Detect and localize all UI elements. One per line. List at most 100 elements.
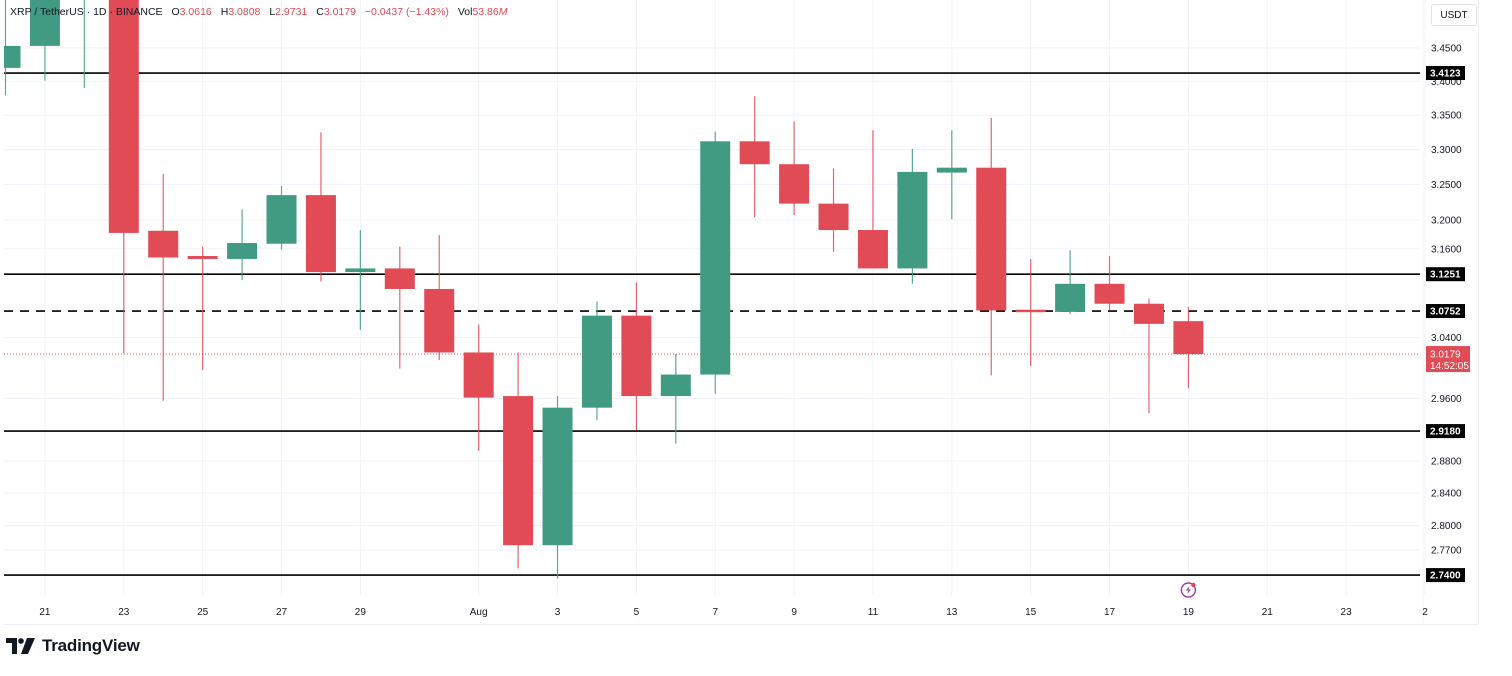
tradingview-logo[interactable]: TradingView bbox=[6, 636, 140, 656]
time-tick-label: 3 bbox=[555, 607, 561, 618]
time-tick-label: 29 bbox=[355, 607, 367, 618]
time-tick-label: 19 bbox=[1183, 607, 1195, 618]
level-price-label: 3.1251 bbox=[1430, 270, 1461, 281]
candle[interactable] bbox=[227, 209, 258, 281]
level-price-label: 3.4123 bbox=[1430, 69, 1461, 80]
candle[interactable] bbox=[542, 396, 573, 579]
time-tick-label: 17 bbox=[1104, 607, 1116, 618]
candle[interactable] bbox=[739, 96, 770, 218]
change-value: −0.0437 (−1.43%) bbox=[364, 6, 449, 18]
candle[interactable] bbox=[857, 130, 888, 269]
candle[interactable] bbox=[700, 131, 731, 394]
candle[interactable] bbox=[29, 0, 60, 81]
level-price-label: 2.9180 bbox=[1430, 427, 1461, 438]
candle[interactable] bbox=[976, 117, 1007, 376]
candle[interactable] bbox=[1055, 250, 1086, 315]
price-tick-label: 3.2000 bbox=[1431, 216, 1462, 227]
time-tick-label: 2 bbox=[1422, 607, 1428, 618]
volume-unit: M bbox=[498, 6, 508, 18]
candle[interactable] bbox=[266, 185, 297, 250]
current-price-badge bbox=[1426, 346, 1470, 373]
candle[interactable] bbox=[187, 246, 218, 370]
candle[interactable] bbox=[1094, 256, 1125, 311]
low-label: L bbox=[269, 6, 276, 18]
candle[interactable] bbox=[818, 168, 849, 252]
time-tick-label: 5 bbox=[634, 607, 640, 618]
time-tick-label: 23 bbox=[1341, 607, 1353, 618]
level-price-badge bbox=[1426, 568, 1465, 583]
price-tick-label: 2.9600 bbox=[1431, 394, 1462, 405]
volume-value: 53.86 bbox=[472, 6, 499, 18]
candle[interactable] bbox=[1133, 298, 1164, 414]
candle[interactable] bbox=[463, 324, 494, 451]
price-tick-label: 3.2500 bbox=[1431, 180, 1462, 191]
candle[interactable] bbox=[424, 235, 455, 361]
price-chart[interactable]: 3.4500 3.4000 3.3500 3.3000 3.2500 3.2000 3.16… bbox=[4, 0, 1478, 624]
price-tick-label: 2.7700 bbox=[1431, 546, 1462, 557]
candle[interactable] bbox=[1173, 306, 1204, 389]
time-tick-label: 27 bbox=[276, 607, 288, 618]
interval[interactable]: 1D bbox=[93, 6, 107, 18]
candle[interactable] bbox=[148, 174, 179, 401]
level-price-badge bbox=[1426, 424, 1465, 439]
price-tick-label: 3.3500 bbox=[1431, 111, 1462, 122]
price-tick-label: 3.4000 bbox=[1431, 77, 1462, 88]
volume-label: Vol bbox=[457, 6, 473, 18]
candle[interactable] bbox=[936, 130, 967, 220]
close-label: C bbox=[316, 6, 324, 18]
candle[interactable] bbox=[503, 352, 534, 569]
time-tick-label: 21 bbox=[39, 607, 51, 618]
open-label: O bbox=[171, 6, 180, 18]
candlestick-series[interactable] bbox=[4, 0, 1204, 579]
candle[interactable] bbox=[621, 282, 652, 431]
close-value: 3.0179 bbox=[323, 6, 356, 18]
candle[interactable] bbox=[108, 0, 139, 354]
candle[interactable] bbox=[69, 0, 99, 89]
bar-countdown: 14:52:05 bbox=[1430, 361, 1469, 372]
lightning-event-icon[interactable] bbox=[1180, 582, 1197, 598]
time-axis[interactable]: 21 23 25 27 29 Aug 3 5 7 9 11 13 15 17 19 21 23 2 bbox=[39, 607, 1428, 618]
candle[interactable] bbox=[581, 301, 612, 421]
time-tick-label: Aug bbox=[470, 607, 488, 618]
candle[interactable] bbox=[897, 148, 928, 284]
price-tick-label: 2.8800 bbox=[1431, 457, 1462, 468]
time-tick-label: 25 bbox=[197, 607, 209, 618]
current-price-label: 3.0179 bbox=[1430, 350, 1461, 361]
candle[interactable] bbox=[660, 353, 691, 444]
time-tick-label: 11 bbox=[868, 607, 879, 618]
tradingview-logo-text: TradingView bbox=[42, 636, 140, 655]
candle[interactable] bbox=[345, 230, 376, 330]
exchange: BINANCE bbox=[115, 6, 163, 18]
level-price-label: 3.0752 bbox=[1430, 307, 1461, 318]
level-price-badge bbox=[1426, 267, 1465, 282]
time-tick-label: 9 bbox=[791, 607, 797, 618]
level-price-label: 2.7400 bbox=[1430, 571, 1461, 582]
high-label: H bbox=[220, 6, 229, 18]
time-tick-label: 23 bbox=[118, 607, 130, 618]
high-value: 3.0808 bbox=[228, 6, 261, 18]
candle[interactable] bbox=[1015, 258, 1046, 367]
price-tick-label: 3.4500 bbox=[1431, 43, 1462, 54]
time-tick-label: 21 bbox=[1262, 607, 1274, 618]
level-price-badge bbox=[1426, 304, 1465, 319]
candle[interactable] bbox=[779, 121, 810, 216]
symbol-legend: XRP / TetherUS · 1D · BINANCE O3.0616 H3… bbox=[10, 6, 508, 18]
candle[interactable] bbox=[4, 0, 21, 96]
price-tick-label: 2.8000 bbox=[1431, 521, 1462, 532]
tradingview-logo-icon bbox=[6, 638, 35, 654]
price-tick-label: 3.1600 bbox=[1431, 244, 1462, 255]
price-tick-label: 3.3000 bbox=[1431, 145, 1462, 156]
chart-frame[interactable]: 3.4500 3.4000 3.3500 3.3000 3.2500 3.2000 3.16… bbox=[4, 0, 1479, 625]
price-tick-label: 3.0400 bbox=[1431, 333, 1462, 344]
time-tick-label: 13 bbox=[946, 607, 958, 618]
price-axis[interactable]: 3.4500 3.4000 3.3500 3.3000 3.2500 3.2000 3.16… bbox=[1422, 0, 1470, 624]
time-tick-label: 15 bbox=[1025, 607, 1037, 618]
symbol-name[interactable]: XRP / TetherUS bbox=[10, 6, 84, 18]
candle[interactable] bbox=[384, 246, 415, 369]
low-value: 2.9731 bbox=[275, 6, 308, 18]
time-tick-label: 7 bbox=[712, 607, 718, 618]
candle[interactable] bbox=[305, 132, 336, 282]
currency-unit-button[interactable]: USDT bbox=[1431, 4, 1477, 26]
events-layer[interactable] bbox=[1180, 582, 1197, 598]
level-price-badge bbox=[1426, 66, 1465, 81]
